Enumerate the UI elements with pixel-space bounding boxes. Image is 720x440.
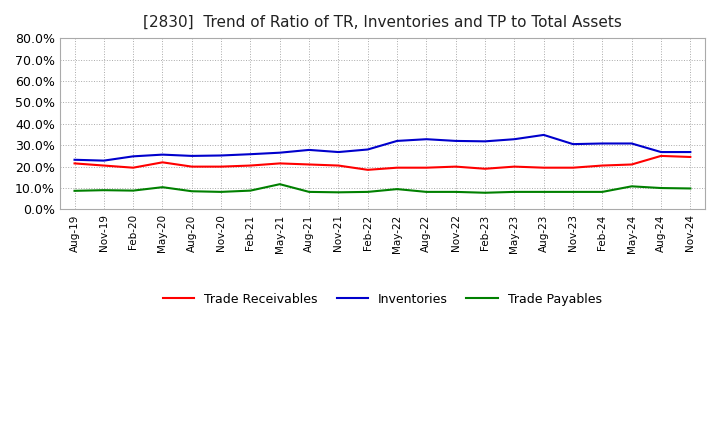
Trade Receivables [627,162,636,167]
Inventories [334,150,343,155]
Trade Payables [627,183,636,189]
Trade Payables [187,189,196,194]
Trade Payables [334,190,343,195]
Trade Receivables [334,163,343,168]
Inventories [569,142,577,147]
Line: Trade Receivables: Trade Receivables [75,156,690,170]
Trade Receivables [99,163,108,168]
Legend: Trade Receivables, Inventories, Trade Payables: Trade Receivables, Inventories, Trade Pa… [158,288,607,311]
Trade Receivables [129,165,138,170]
Trade Payables [481,190,490,195]
Trade Payables [393,187,402,192]
Inventories [422,136,431,142]
Trade Payables [71,188,79,194]
Trade Payables [569,189,577,194]
Trade Payables [305,189,313,194]
Inventories [129,154,138,159]
Inventories [539,132,548,138]
Trade Receivables [539,165,548,170]
Trade Receivables [364,167,372,172]
Trade Payables [510,189,518,194]
Inventories [627,141,636,146]
Trade Payables [451,189,460,194]
Trade Payables [539,189,548,194]
Inventories [657,150,665,155]
Trade Receivables [217,164,225,169]
Inventories [598,141,607,146]
Inventories [364,147,372,152]
Inventories [305,147,313,153]
Trade Payables [246,188,255,193]
Trade Receivables [569,165,577,170]
Trade Receivables [276,161,284,166]
Trade Receivables [451,164,460,169]
Trade Payables [598,189,607,194]
Inventories [510,136,518,142]
Trade Receivables [657,153,665,158]
Trade Payables [217,189,225,194]
Inventories [158,152,167,157]
Trade Payables [99,187,108,193]
Trade Receivables [510,164,518,169]
Inventories [481,139,490,144]
Inventories [246,151,255,157]
Trade Payables [657,185,665,191]
Title: [2830]  Trend of Ratio of TR, Inventories and TP to Total Assets: [2830] Trend of Ratio of TR, Inventories… [143,15,622,30]
Inventories [451,138,460,143]
Trade Receivables [187,164,196,169]
Inventories [99,158,108,163]
Inventories [217,153,225,158]
Trade Payables [364,189,372,194]
Inventories [71,157,79,162]
Line: Trade Payables: Trade Payables [75,184,690,193]
Inventories [393,138,402,143]
Inventories [686,150,695,155]
Trade Payables [129,188,138,193]
Line: Inventories: Inventories [75,135,690,161]
Trade Receivables [158,160,167,165]
Trade Payables [686,186,695,191]
Trade Payables [276,182,284,187]
Trade Receivables [305,162,313,167]
Inventories [187,153,196,158]
Inventories [276,150,284,155]
Trade Receivables [686,154,695,160]
Trade Receivables [481,166,490,172]
Trade Receivables [422,165,431,170]
Trade Receivables [393,165,402,170]
Trade Payables [422,189,431,194]
Trade Receivables [71,161,79,166]
Trade Receivables [598,163,607,168]
Trade Payables [158,184,167,190]
Trade Receivables [246,163,255,168]
